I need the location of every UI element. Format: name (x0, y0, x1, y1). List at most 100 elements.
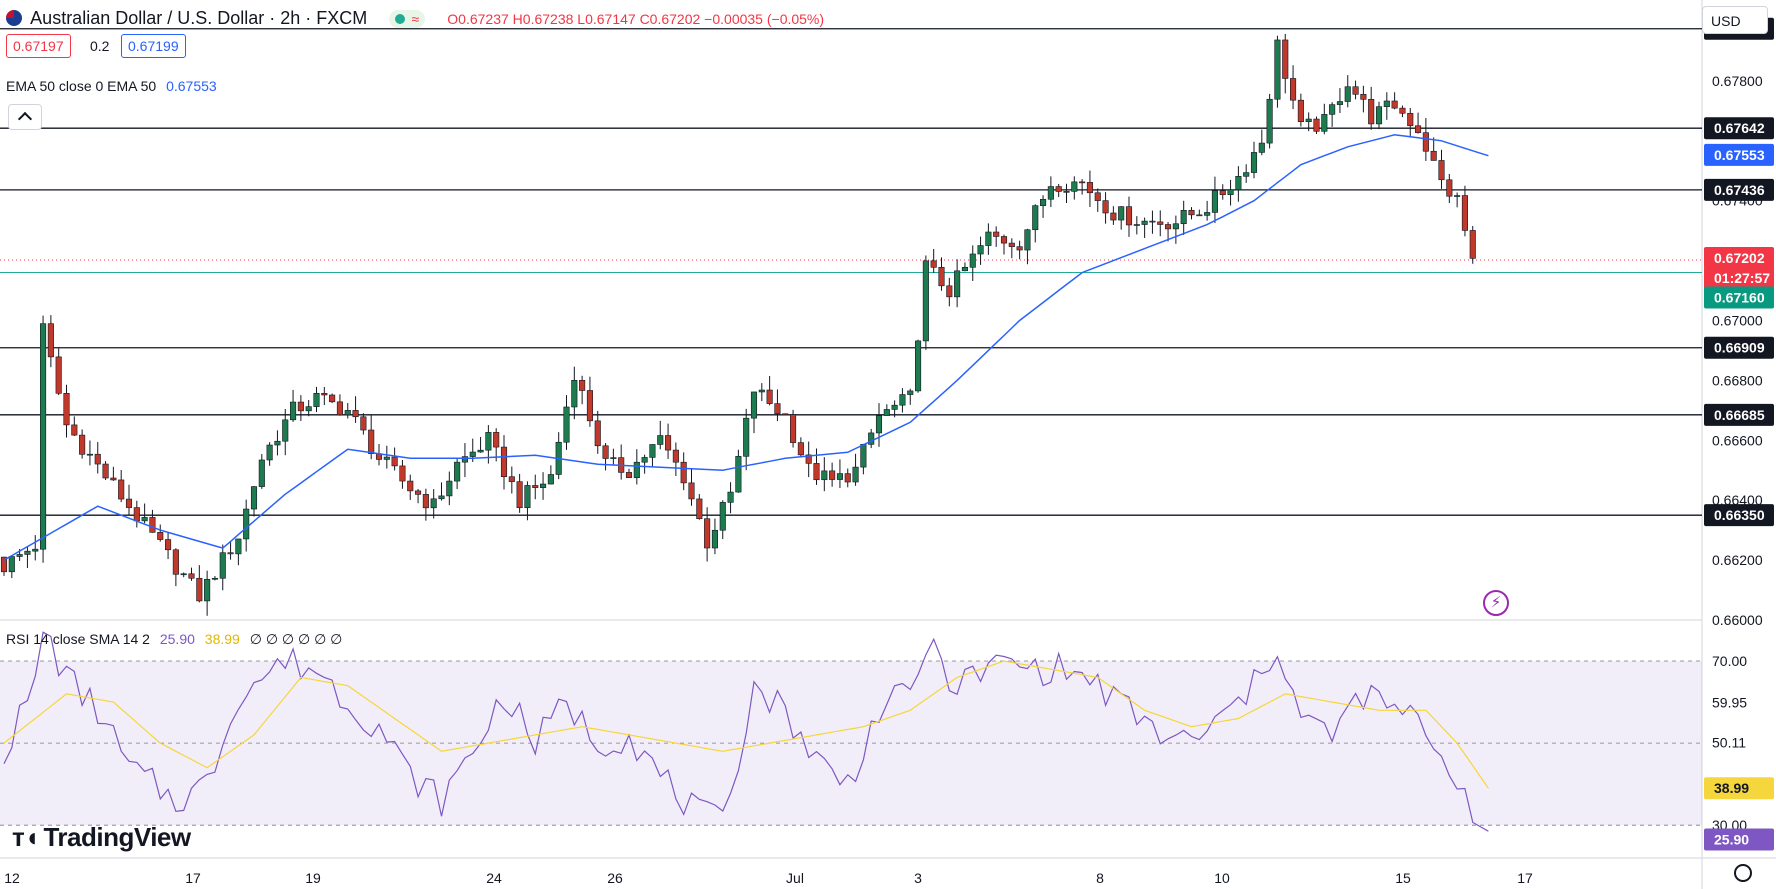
candle-up (235, 538, 242, 555)
candle-up (1336, 101, 1343, 105)
candle-down (110, 477, 117, 481)
candle-up (563, 406, 570, 443)
level-price-tag-bg (1704, 178, 1774, 201)
time-tick-label: Jul (786, 870, 804, 886)
candle-up (274, 440, 281, 446)
candle-up (891, 404, 898, 410)
candle-up (977, 245, 984, 255)
currency-selector[interactable]: USD (1702, 6, 1768, 34)
candle-up (836, 473, 843, 480)
candle-up (1071, 181, 1078, 192)
candle-up (735, 456, 742, 493)
buy-price-button[interactable]: 0.67199 (121, 34, 186, 58)
currency-label: USD (1711, 13, 1741, 29)
candle-up (1375, 106, 1383, 125)
candle-down (297, 401, 304, 412)
time-tick-label: 17 (1517, 870, 1533, 886)
candle-down (1008, 242, 1015, 247)
candle-down (602, 445, 609, 459)
symbol-title: Australian Dollar / U.S. Dollar · 2h · F… (30, 8, 368, 28)
level-price-tag: 0.66350 (1714, 507, 1765, 523)
level-price-tag-bg (1704, 403, 1774, 426)
candle-up (1344, 86, 1351, 102)
rsi-legend-extra: ∅ ∅ ∅ ∅ ∅ ∅ (249, 631, 343, 647)
symbol-header[interactable]: Australian Dollar / U.S. Dollar · 2h · F… (6, 8, 824, 29)
candle-up (32, 548, 39, 552)
candle-up (727, 491, 734, 503)
candle-down (1165, 224, 1172, 230)
settings-gear-icon[interactable] (1734, 864, 1752, 882)
candle-up (524, 485, 531, 509)
candle-down (1415, 125, 1422, 133)
candle-down (63, 392, 70, 426)
time-tick-label: 15 (1395, 870, 1411, 886)
candle-up (1141, 220, 1148, 225)
bid-price-tag-bg (1704, 286, 1774, 309)
level-price-tag-bg (1704, 336, 1774, 359)
current-price-tag: 0.67202 (1714, 250, 1765, 266)
candle-up (899, 394, 906, 406)
candle-up (1274, 39, 1281, 100)
candle-down (1016, 246, 1023, 251)
time-tick-label: 12 (4, 870, 20, 886)
candle-down (813, 463, 820, 481)
candle-down (71, 424, 78, 436)
candle-up (1172, 223, 1179, 230)
candle-down (993, 231, 1000, 237)
candle-down (493, 432, 500, 448)
candle-up (969, 253, 976, 268)
candle-down (1055, 186, 1062, 192)
candle-down (1360, 94, 1367, 100)
candle-down (946, 285, 953, 298)
candle-up (1047, 186, 1054, 200)
rsi-legend[interactable]: RSI 14 close SMA 14 2 25.90 38.99 ∅ ∅ ∅ … (6, 631, 342, 648)
ema-path (3, 134, 1489, 561)
candle-down (1352, 86, 1359, 95)
ema-legend[interactable]: EMA 50 close 0 EMA 50 0.67553 (6, 78, 217, 94)
candle-up (1204, 212, 1211, 216)
level-price-tag: 0.67642 (1714, 120, 1765, 136)
ema-50-line (3, 134, 1489, 561)
candle-up (711, 529, 718, 549)
time-tick-label: 8 (1096, 870, 1104, 886)
collapse-legend-button[interactable] (8, 104, 42, 130)
tradingview-logo[interactable]: ᴛ◖ TradingView (12, 822, 191, 853)
rsi-sma-value-tag: 38.99 (1714, 780, 1749, 796)
price-tags: 0.679740.676420.674360.669090.666850.663… (1704, 17, 1774, 851)
price-tick-label: 0.66200 (1712, 552, 1763, 568)
level-price-tag: 0.66685 (1714, 407, 1765, 423)
candle-down (1430, 150, 1437, 161)
candle-up (1305, 118, 1312, 123)
candle-up (344, 410, 351, 416)
candle-up (985, 231, 992, 246)
candle-down (1110, 212, 1117, 221)
candle-down (165, 539, 172, 551)
time-tick-label: 3 (914, 870, 922, 886)
candle-up (86, 453, 93, 456)
spread-value: 0.2 (90, 38, 110, 54)
candle-down (1102, 200, 1109, 214)
candle-down (94, 453, 101, 465)
candle-up (868, 432, 875, 445)
sell-price-button[interactable]: 0.67197 (6, 34, 71, 58)
candle-up (883, 409, 890, 416)
candle-down (594, 420, 601, 447)
market-status-badge[interactable]: ≈ (389, 10, 426, 28)
time-tick-label: 10 (1214, 870, 1230, 886)
candle-down (1196, 214, 1203, 217)
candle-down (227, 552, 234, 555)
lightning-icon[interactable]: ⚡ (1483, 590, 1509, 616)
candle-down (1461, 195, 1468, 231)
candle-up (461, 456, 468, 463)
chevron-up-icon (17, 111, 33, 127)
price-tick-label: 0.67000 (1712, 312, 1763, 328)
rsi-sma-legend-value: 38.99 (204, 631, 240, 647)
candle-down (149, 517, 156, 533)
candle-up (180, 573, 187, 576)
ema-price-tag-bg (1704, 143, 1774, 166)
candle-up (305, 406, 312, 412)
candle-up (141, 517, 148, 522)
candle-down (1282, 39, 1289, 79)
candle-down (1368, 99, 1375, 125)
